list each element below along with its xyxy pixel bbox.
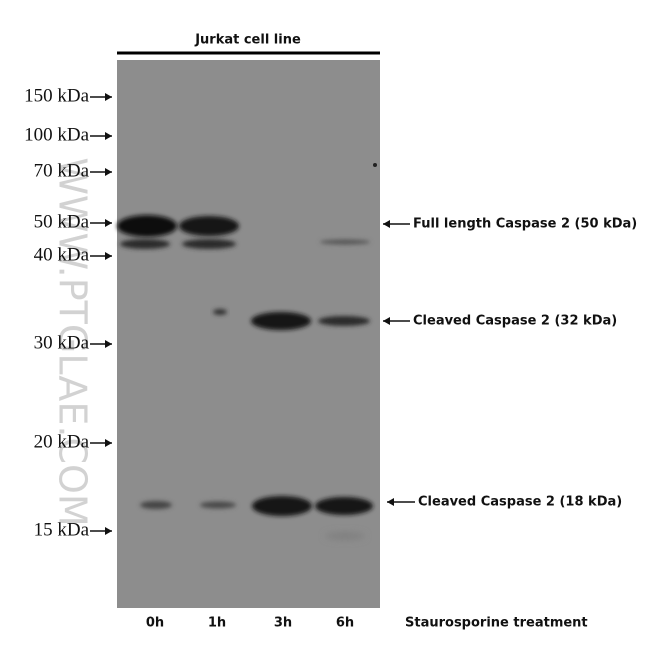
marker-label: 50 kDa — [34, 211, 90, 232]
marker-label: 15 kDa — [34, 519, 90, 540]
arrow-head — [105, 340, 112, 348]
band-annotation: Cleaved Caspase 2 (32 kDa) — [413, 314, 617, 329]
lane-label: 3h — [274, 616, 292, 631]
arrow-head — [105, 527, 112, 535]
marker-label: 100 kDa — [24, 124, 89, 145]
blot — [117, 60, 380, 608]
lane-label: 1h — [208, 616, 226, 631]
arrow-head — [383, 317, 390, 325]
arrow-head — [383, 220, 390, 228]
arrow-head — [105, 252, 112, 260]
lane-label: 0h — [146, 616, 164, 631]
marker-label: 40 kDa — [34, 244, 90, 265]
marker-label: 20 kDa — [34, 431, 90, 452]
arrow-head — [105, 93, 112, 101]
arrow-head — [105, 132, 112, 140]
treatment-label: Staurosporine treatment — [405, 616, 588, 631]
arrow-head — [105, 219, 112, 227]
arrow-head — [387, 498, 394, 506]
marker-label: 70 kDa — [34, 160, 90, 181]
lane-label: 6h — [336, 616, 354, 631]
watermark: WWW.PTGLAE.COM — [51, 157, 95, 526]
marker-label: 150 kDa — [24, 85, 89, 106]
arrow-head — [105, 439, 112, 447]
band-annotation: Full length Caspase 2 (50 kDa) — [413, 217, 637, 232]
blot-title: Jurkat cell line — [194, 33, 301, 48]
band-annotation: Cleaved Caspase 2 (18 kDa) — [418, 495, 622, 510]
bands — [117, 163, 377, 540]
arrow-head — [105, 168, 112, 176]
marker-label: 30 kDa — [34, 332, 90, 353]
